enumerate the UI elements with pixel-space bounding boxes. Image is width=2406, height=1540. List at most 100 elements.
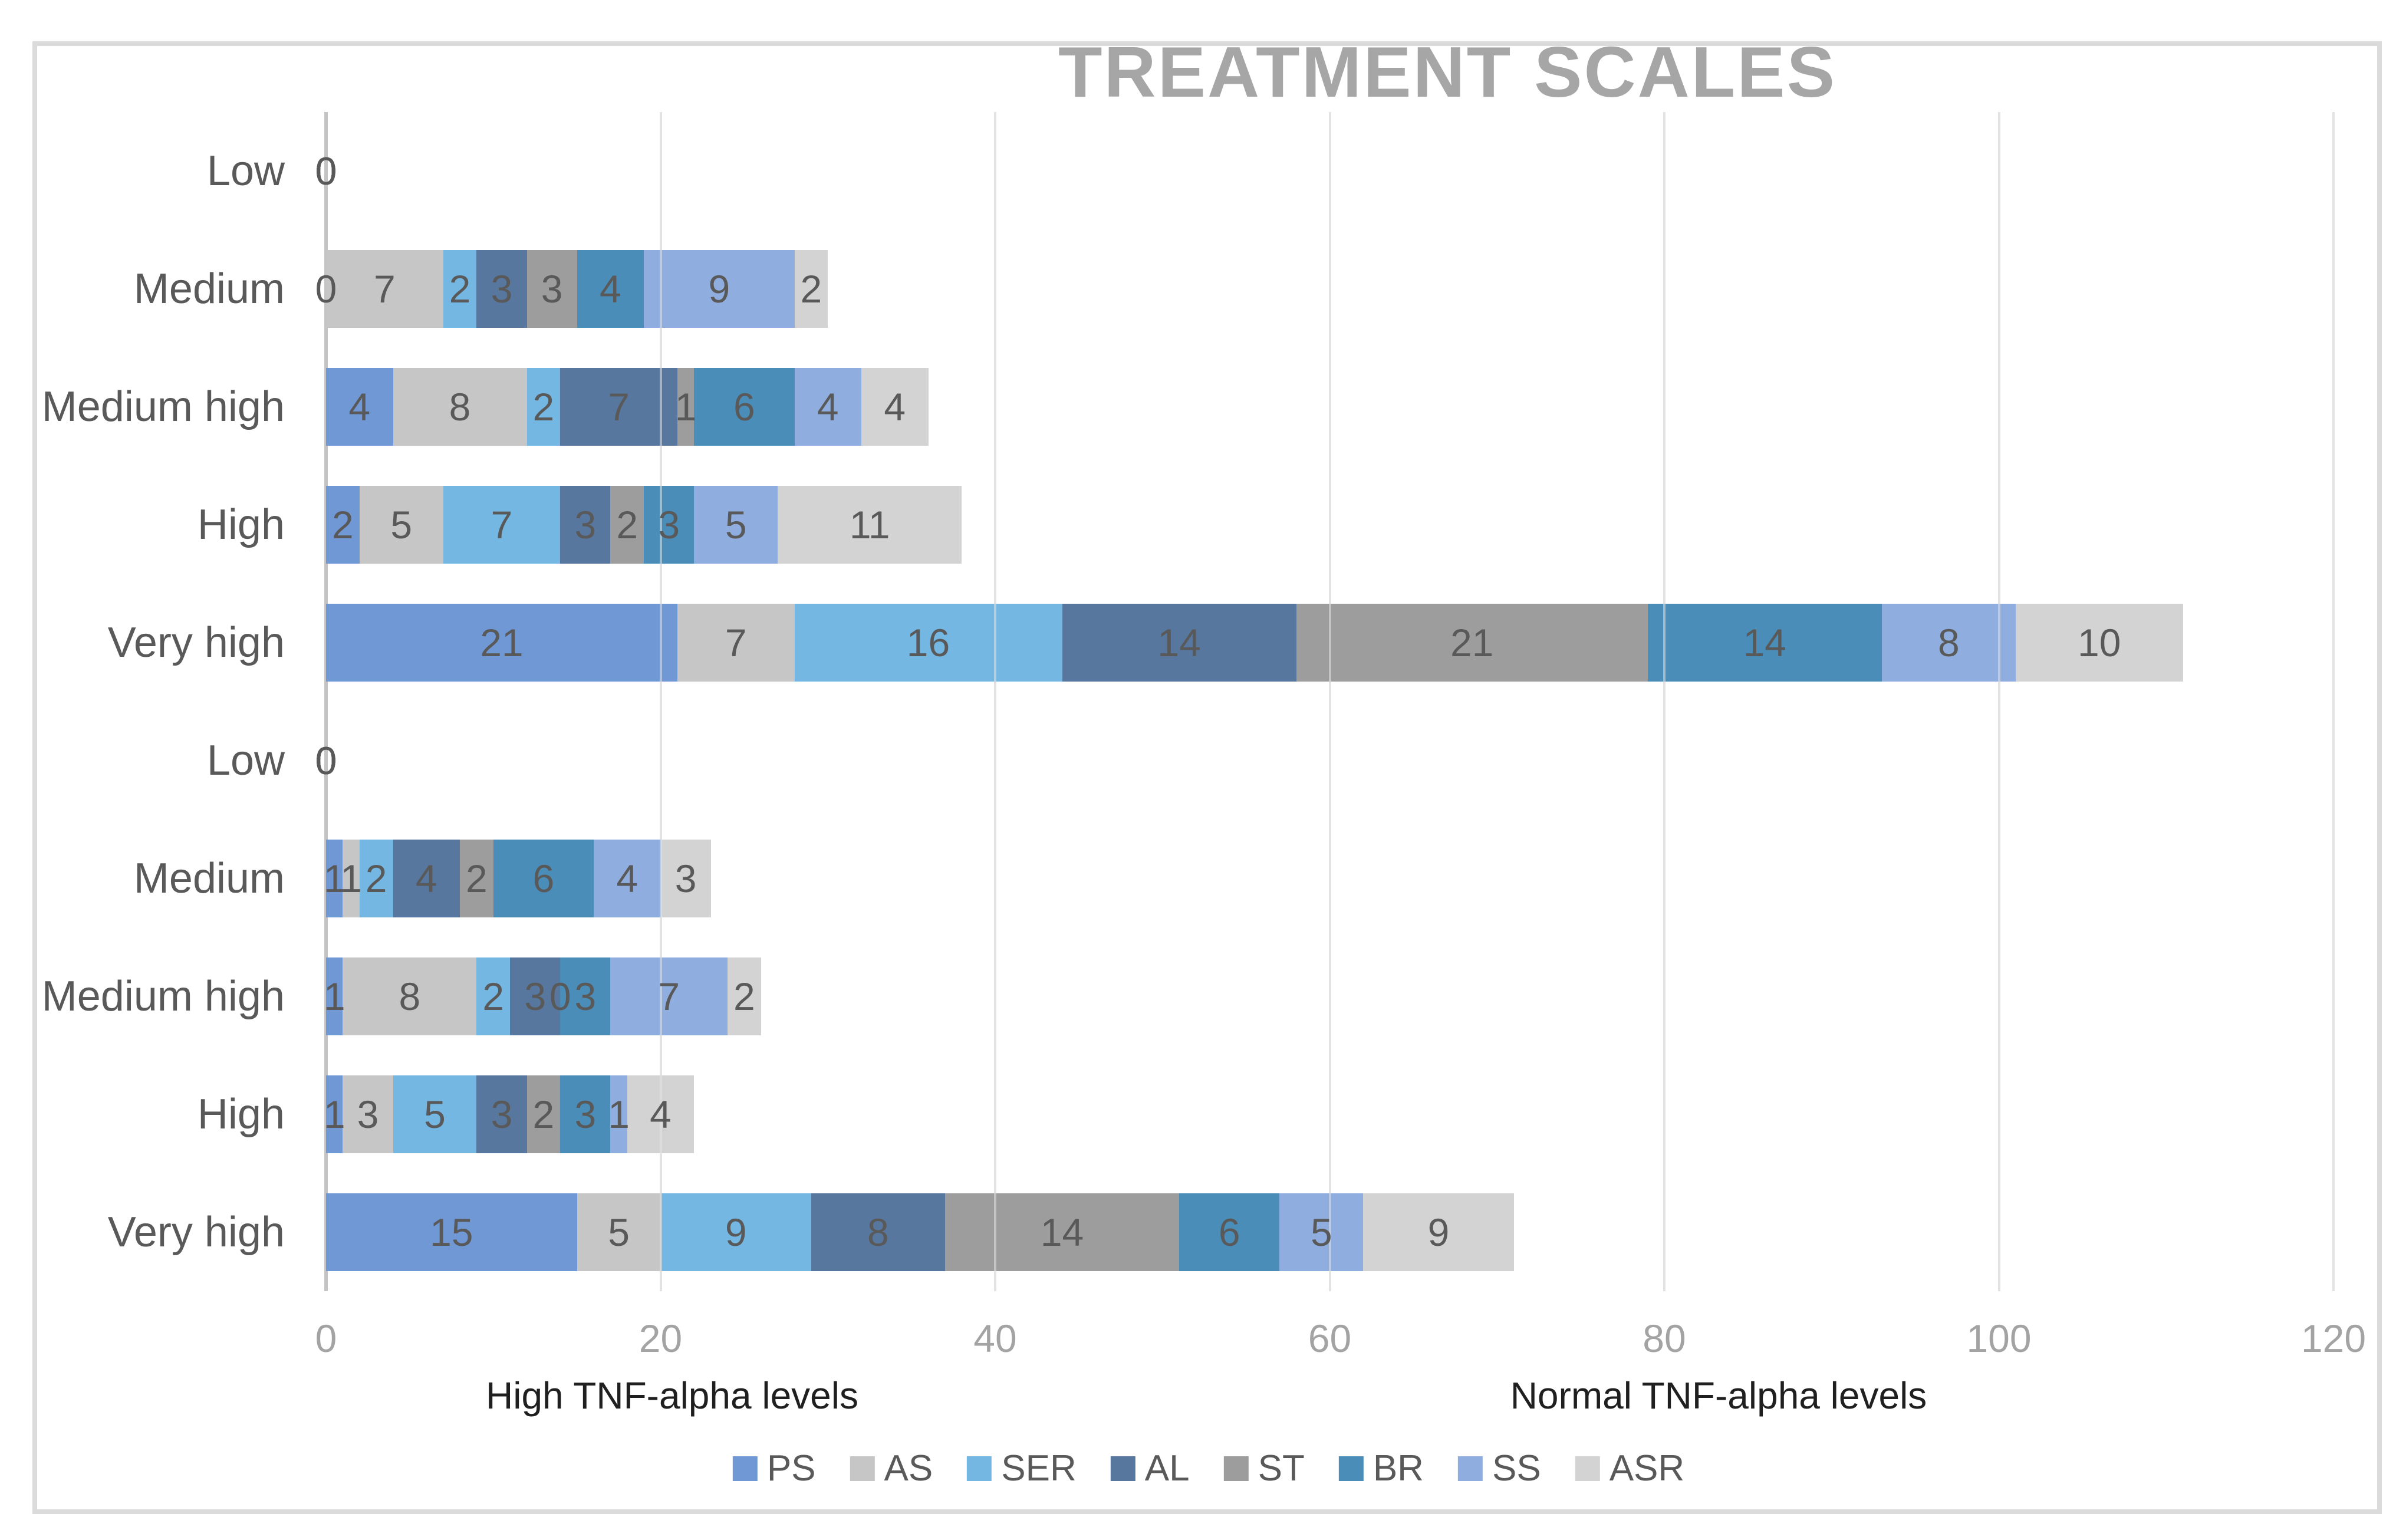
legend-item-al: AL	[1110, 1447, 1190, 1489]
legend-swatch-icon	[1223, 1456, 1249, 1481]
bar-segment-as	[343, 957, 477, 1035]
segment-data-label: 21	[480, 621, 524, 664]
bar-segment-st	[526, 1075, 561, 1153]
legend-swatch-icon	[1110, 1456, 1135, 1481]
bar-segment-as	[677, 604, 795, 682]
legend-label: ST	[1258, 1448, 1305, 1489]
segment-data-label: 5	[1310, 1210, 1332, 1254]
bar-segment-st	[526, 250, 577, 328]
segment-data-label: 0	[315, 149, 337, 193]
bar-segment-ss	[794, 368, 861, 446]
gridline	[1663, 112, 1666, 1291]
segment-data-label: 7	[373, 267, 396, 311]
x-tick-label: 20	[638, 1317, 683, 1360]
bar-segment-al	[1062, 604, 1296, 682]
segment-data-label: 9	[708, 267, 730, 311]
segment-data-label: 4	[616, 857, 638, 900]
legend-label: PS	[766, 1448, 816, 1489]
bar-segment-br	[560, 1075, 611, 1153]
legend-item-ps: PS	[732, 1447, 816, 1489]
segment-data-label: 1	[323, 975, 345, 1018]
bar-segment-as	[343, 840, 360, 917]
segment-data-label: 2	[532, 1093, 555, 1136]
segment-data-label: 14	[1040, 1210, 1084, 1254]
bar-segment-ss	[610, 1075, 627, 1153]
plot-area: 0 0 0 0 0 0 0 0 0 7 2 3 3 4 9 2 4 8 2 7 1 6 4 4 2 5 7 3 2 3 5 11 21 7 16 14…	[315, 112, 2336, 1291]
segment-data-label: 0	[315, 149, 337, 193]
bar-segment-al	[811, 1193, 945, 1271]
segment-data-label: 2	[616, 503, 638, 547]
bar-segment-ss	[610, 957, 728, 1035]
segment-data-label: 0	[315, 739, 337, 782]
segment-data-label: 0	[549, 975, 571, 1018]
bar-segment-ps	[326, 957, 343, 1035]
segment-data-label: 2	[482, 975, 505, 1018]
bar-segment-ps	[326, 486, 360, 564]
segment-data-label: 0	[315, 739, 337, 782]
segment-data-label: 4	[415, 857, 437, 900]
bar-segment-as	[393, 368, 527, 446]
bar-segment-br	[577, 250, 644, 328]
segment-data-label: 21	[1450, 621, 1494, 664]
legend-label: SS	[1492, 1448, 1541, 1489]
segment-data-label: 16	[906, 621, 950, 664]
segment-data-label: 0	[315, 739, 337, 782]
bar-segment-st	[460, 840, 493, 917]
legend: PS AS SER AL ST BR SS ASR	[732, 1447, 1684, 1489]
segment-data-label: 7	[608, 385, 630, 429]
category-label: Low	[206, 147, 285, 195]
legend-label: AL	[1144, 1448, 1190, 1489]
segment-data-label: 3	[574, 975, 597, 1018]
bar-segment-asr	[728, 957, 761, 1035]
bar-segment-as	[577, 1193, 661, 1271]
bar-segment-al	[560, 368, 677, 446]
bar-segment-al	[393, 840, 460, 917]
segment-data-label: 0	[315, 149, 337, 193]
bar-segment-br	[1647, 604, 1882, 682]
segment-data-label: 8	[1938, 621, 1960, 664]
bar-segment-ser	[443, 250, 477, 328]
segment-data-label: 3	[574, 503, 597, 547]
segment-data-label: 5	[390, 503, 413, 547]
segment-data-label: 6	[733, 385, 755, 429]
bar-segment-ps	[326, 1193, 577, 1271]
legend-swatch-icon	[732, 1456, 758, 1481]
segment-data-label: 6	[1218, 1210, 1240, 1254]
legend-item-asr: ASR	[1575, 1447, 1684, 1489]
segment-data-label: 2	[532, 385, 555, 429]
bar-segment-br	[644, 486, 695, 564]
legend-label: AS	[884, 1448, 933, 1489]
bar-segment-ss	[594, 840, 661, 917]
bar-segment-asr	[2015, 604, 2183, 682]
segment-data-label: 3	[658, 503, 680, 547]
x-tick-label: 0	[315, 1317, 337, 1360]
legend-swatch-icon	[1575, 1456, 1600, 1481]
segment-data-label: 2	[449, 267, 471, 311]
bar-segment-st	[610, 486, 644, 564]
segment-data-label: 2	[466, 857, 488, 900]
category-label: High	[197, 501, 285, 548]
segment-data-label: 1	[340, 857, 362, 900]
segment-data-label: 8	[449, 385, 471, 429]
bar-segment-ser	[526, 368, 561, 446]
segment-data-label: 10	[2078, 621, 2121, 664]
segment-data-label: 7	[658, 975, 680, 1018]
segment-data-label: 0	[315, 739, 337, 782]
legend-swatch-icon	[850, 1456, 875, 1481]
segment-data-label: 4	[817, 385, 839, 429]
segment-data-label: 1	[608, 1093, 630, 1136]
segment-data-label: 15	[430, 1210, 473, 1254]
segment-data-label: 8	[399, 975, 421, 1018]
segment-data-label: 0	[315, 739, 337, 782]
category-label: Medium	[133, 265, 285, 312]
segment-data-label: 0	[315, 149, 337, 193]
segment-data-label: 5	[725, 503, 747, 547]
bar-segment-al	[510, 957, 561, 1035]
segment-data-label: 4	[650, 1093, 672, 1136]
category-label: Very high	[107, 1209, 285, 1256]
segment-data-label: 1	[674, 385, 697, 429]
segment-data-label: 2	[365, 857, 387, 900]
bar-segment-al	[476, 250, 527, 328]
segment-data-label: 4	[348, 385, 371, 429]
segment-data-label: 11	[849, 503, 890, 547]
